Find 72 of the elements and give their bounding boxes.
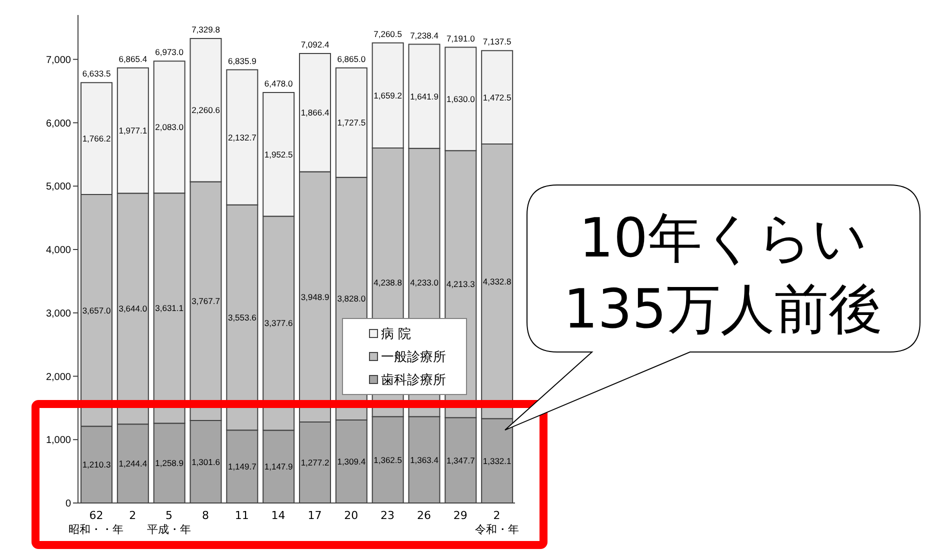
data-label: 1,258.9 bbox=[155, 458, 184, 468]
x-tick-label: 29 bbox=[453, 509, 468, 522]
total-label: 6,973.0 bbox=[155, 47, 184, 58]
data-label: 1,766.2 bbox=[82, 134, 111, 144]
total-label: 6,865.0 bbox=[337, 54, 366, 64]
data-label: 4,238.8 bbox=[374, 277, 402, 288]
data-label: 1,362.5 bbox=[374, 454, 402, 465]
total-label: 6,865.4 bbox=[118, 54, 148, 64]
x-tick-label: 2 令和・年 bbox=[474, 509, 519, 536]
x-tick-label: 23 bbox=[380, 509, 395, 522]
data-label: 1,301.6 bbox=[192, 456, 220, 467]
data-label: 1,277.2 bbox=[300, 458, 330, 468]
y-tick-label: 5,000 bbox=[46, 182, 72, 193]
data-label: 3,631.1 bbox=[155, 303, 184, 314]
data-label: 1,244.4 bbox=[118, 458, 148, 469]
data-label: 1,952.5 bbox=[264, 149, 294, 160]
data-label: 1,210.3 bbox=[82, 460, 111, 470]
data-label: 1,727.5 bbox=[337, 118, 366, 128]
data-label: 2,083.0 bbox=[155, 122, 184, 132]
total-label: 6,478.0 bbox=[264, 78, 294, 88]
total-label: 7,191.0 bbox=[446, 33, 476, 44]
y-tick-label: 3,000 bbox=[46, 308, 72, 320]
data-label: 1,472.5 bbox=[482, 92, 512, 102]
data-label: 1,641.9 bbox=[410, 91, 439, 102]
data-label: 3,828.0 bbox=[337, 294, 366, 304]
text: 10年くらい 135万人前後 bbox=[563, 206, 883, 340]
total-label: 6,633.5 bbox=[82, 68, 111, 79]
data-label: 3,767.7 bbox=[192, 296, 220, 306]
y-tick-label: 4,000 bbox=[46, 245, 72, 256]
data-label: 2,132.7 bbox=[228, 132, 257, 142]
x-tick-label: 26 bbox=[416, 509, 431, 522]
x-tick-label: 17 bbox=[308, 509, 322, 522]
data-label: 4,213.3 bbox=[446, 279, 476, 290]
data-label: 1,332.1 bbox=[482, 456, 512, 466]
data-label: 3,377.6 bbox=[264, 318, 294, 328]
data-label: 2,260.6 bbox=[192, 105, 220, 116]
data-label: 3,948.9 bbox=[300, 292, 330, 302]
legend-label: 一般診療所 bbox=[381, 348, 446, 366]
y-tick-label: 6,000 bbox=[46, 118, 72, 130]
data-label: 3,644.0 bbox=[118, 304, 148, 314]
total-label: 7,260.5 bbox=[374, 28, 402, 39]
data-label: 1,866.4 bbox=[300, 108, 330, 118]
data-label: 1,630.0 bbox=[446, 94, 476, 104]
y-tick-label: 0 bbox=[65, 498, 72, 510]
data-label: 1,347.7 bbox=[446, 455, 476, 466]
total-label: 7,092.4 bbox=[300, 40, 330, 50]
y-tick-label: 1,000 bbox=[46, 435, 72, 446]
x-tick-label: 2 bbox=[129, 509, 136, 522]
data-label: 4,233.0 bbox=[410, 277, 439, 288]
x-tick-label: 11 bbox=[234, 509, 249, 522]
total-label: 6,835.9 bbox=[228, 56, 257, 66]
x-tick-label: 5 平成・年 bbox=[147, 509, 192, 536]
data-label: 1,309.4 bbox=[337, 456, 366, 467]
y-tick-label: 7,000 bbox=[46, 54, 72, 66]
data-label: 3,553.6 bbox=[228, 312, 257, 323]
data-label: 1,149.7 bbox=[228, 462, 257, 472]
data-label: 1,659.2 bbox=[374, 90, 402, 100]
legend-label: 歯科診療所 bbox=[381, 372, 446, 388]
total-label: 7,329.8 bbox=[192, 24, 220, 34]
total-label: 7,137.5 bbox=[482, 36, 512, 47]
data-label: 3,657.0 bbox=[82, 305, 111, 316]
legend-label: 病 院 bbox=[381, 326, 412, 342]
data-label: 1,977.1 bbox=[118, 126, 148, 136]
x-tick-label: 20 bbox=[344, 509, 358, 522]
data-label: 4,332.8 bbox=[482, 276, 512, 286]
data-label: 1,147.9 bbox=[264, 462, 294, 472]
data-label: 1,363.4 bbox=[410, 454, 439, 465]
y-tick-label: 2,000 bbox=[46, 372, 72, 383]
total-label: 7,238.4 bbox=[410, 30, 439, 40]
x-tick-label: 8 bbox=[202, 509, 209, 522]
x-tick-label: 62 昭和・・年 bbox=[68, 509, 124, 536]
x-tick-label: 14 bbox=[271, 509, 286, 522]
